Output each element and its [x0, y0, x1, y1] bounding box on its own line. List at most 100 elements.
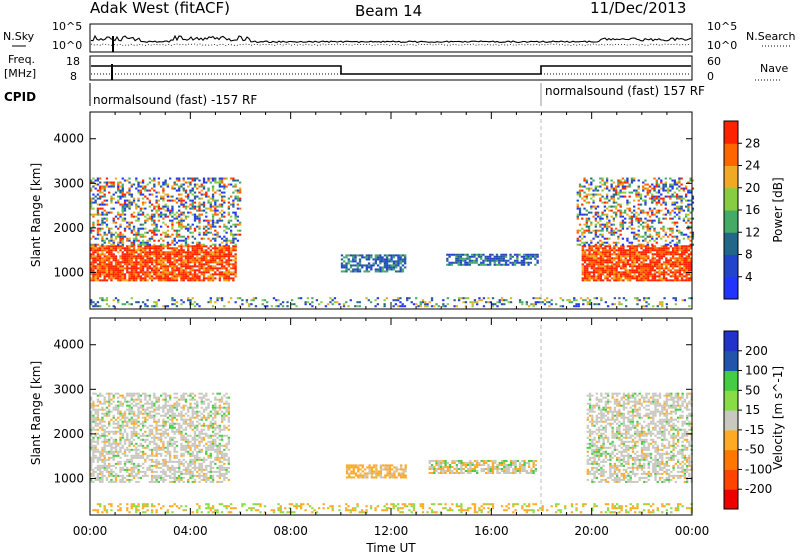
power-echo-cell [223, 196, 225, 198]
power-echo-cell [119, 261, 121, 263]
power-echo-cell [135, 234, 137, 236]
power-echo-cell [122, 208, 124, 210]
power-echo-cell [375, 270, 377, 272]
power-echo-cell [588, 184, 590, 186]
power-echo-cell [341, 254, 343, 256]
velocity-echo-cell [117, 397, 119, 399]
power-echo-cell [606, 194, 608, 196]
power-echo-cell [609, 247, 611, 249]
power-echo-cell [626, 180, 628, 182]
power-echo-cell [424, 301, 426, 303]
power-echo-cell [658, 198, 660, 200]
power-echo-cell [212, 194, 214, 196]
power-echo-cell [613, 269, 615, 271]
power-echo-cell [467, 258, 469, 260]
power-echo-cell [99, 269, 101, 271]
power-echo-cell [212, 218, 214, 220]
power-echo-cell [196, 242, 198, 244]
power-echo-cell [345, 270, 347, 272]
power-echo-cell [234, 214, 236, 216]
power-echo-cell [214, 226, 216, 228]
power-echo-cell [207, 220, 209, 222]
power-echo-cell [647, 247, 649, 249]
velocity-echo-cell [104, 469, 106, 471]
power-echo-cell [662, 200, 664, 202]
velocity-echo-cell [144, 453, 146, 455]
power-echo-cell [604, 261, 606, 263]
power-echo-cell [137, 271, 139, 273]
power-echo-cell [604, 253, 606, 255]
power-echo-cell [606, 263, 608, 265]
velocity-echo-cell [137, 449, 139, 451]
power-echo-cell [146, 279, 148, 281]
power-echo-cell [395, 260, 397, 262]
power-echo-cell [617, 186, 619, 188]
power-echo-cell [101, 202, 103, 204]
power-echo-cell [171, 212, 173, 214]
power-echo-cell [345, 266, 347, 268]
power-echo-cell [676, 184, 678, 186]
power-echo-cell [153, 255, 155, 257]
power-echo-cell [164, 184, 166, 186]
power-echo-cell [178, 226, 180, 228]
power-echo-cell [624, 180, 626, 182]
power-echo-cell [174, 184, 176, 186]
power-echo-cell [597, 212, 599, 214]
power-echo-cell [189, 265, 191, 267]
velocity-echo-cell [115, 409, 117, 411]
power-echo-cell [214, 301, 216, 303]
power-echo-cell [370, 264, 372, 266]
power-echo-cell [194, 265, 196, 267]
power-echo-cell [162, 208, 164, 210]
power-echo-cell [124, 303, 126, 305]
power-echo-cell [381, 260, 383, 262]
power-echo-cell [234, 269, 236, 271]
power-echo-cell [104, 182, 106, 184]
power-echo-cell [496, 260, 498, 262]
velocity-echo-cell [149, 449, 151, 451]
power-echo-cell [588, 279, 590, 281]
power-echo-cell [178, 259, 180, 261]
power-echo-cell [216, 269, 218, 271]
power-echo-cell [627, 277, 629, 279]
velocity-echo-cell [131, 433, 133, 435]
velocity-echo-cell [95, 451, 97, 453]
power-echo-cell [149, 244, 151, 246]
power-echo-cell [194, 257, 196, 259]
power-echo-cell [622, 251, 624, 253]
power-echo-cell [167, 226, 169, 228]
velocity-echo-cell [137, 417, 139, 419]
power-echo-cell [667, 192, 669, 194]
power-echo-cell [164, 194, 166, 196]
power-echo-cell [232, 277, 234, 279]
power-echo-cell [119, 277, 121, 279]
power-echo-cell [239, 198, 241, 200]
velocity-echo-cell [106, 453, 108, 455]
power-echo-cell [667, 228, 669, 230]
power-echo-cell [676, 194, 678, 196]
velocity-echo-cell [146, 415, 148, 417]
power-echo-cell [146, 247, 148, 249]
velocity-echo-cell [135, 457, 137, 459]
velocity-echo-cell [99, 477, 101, 479]
power-echo-cell [192, 202, 194, 204]
velocity-echo-cell [110, 465, 112, 467]
power-echo-cell [128, 240, 130, 242]
power-echo-cell [223, 184, 225, 186]
power-echo-cell [638, 236, 640, 238]
velocity-echo-cell [104, 431, 106, 433]
power-echo-cell [647, 224, 649, 226]
power-echo-cell [158, 253, 160, 255]
velocity-echo-cell [124, 421, 126, 423]
power-echo-cell [162, 253, 164, 255]
power-echo-cell [137, 214, 139, 216]
velocity-echo-cell [140, 435, 142, 437]
power-echo-cell [680, 184, 682, 186]
power-echo-cell [343, 303, 345, 305]
power-echo-cell [162, 269, 164, 271]
power-echo-cell [140, 214, 142, 216]
power-echo-cell [487, 258, 489, 260]
power-echo-cell [642, 228, 644, 230]
velocity-echo-cell [126, 421, 128, 423]
power-echo-cell [381, 268, 383, 270]
